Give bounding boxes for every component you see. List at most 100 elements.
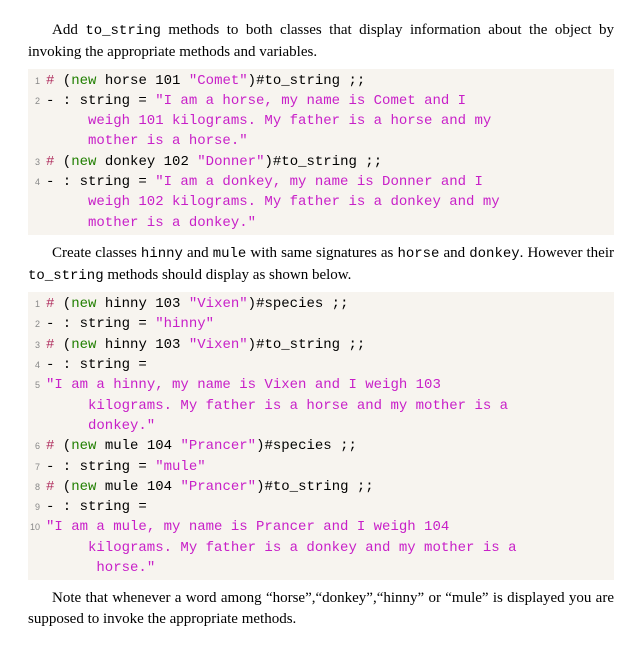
p1-text-a: Add <box>52 22 85 38</box>
code-line: 9 - : string = <box>28 497 614 517</box>
code-text: - : string = <box>46 93 155 109</box>
code-kw: new <box>71 337 96 353</box>
code-line: 2 - : string = "I am a horse, my name is… <box>28 91 614 111</box>
code-str: "I am a hinny, my name is Vixen and I we… <box>46 377 441 393</box>
code-text: )#to_string ;; <box>264 154 382 170</box>
code-line: 1 # (new hinny 103 "Vixen")#species ;; <box>28 294 614 314</box>
p2-a: Create classes <box>52 245 141 261</box>
code-content: - : string = "I am a donkey, my name is … <box>44 172 614 192</box>
code-block-1: 1 # (new horse 101 "Comet")#to_string ;;… <box>28 69 614 235</box>
code-str: kilograms. My father is a horse and my m… <box>88 398 508 414</box>
code-line: 8 # (new mule 104 "Prancer")#to_string ;… <box>28 477 614 497</box>
code-text: - : string = <box>46 499 147 515</box>
code-text: ( <box>54 296 71 312</box>
code-str: "I am a donkey, my name is Donner and I <box>155 174 483 190</box>
code-line: 5 "I am a hinny, my name is Vixen and I … <box>28 375 614 395</box>
p3-text: Note that whenever a word among “horse”,… <box>28 590 614 627</box>
code-text: ( <box>54 438 71 454</box>
code-content: # (new mule 104 "Prancer")#species ;; <box>44 436 614 456</box>
code-content: - : string = <box>44 497 614 517</box>
code-content: - : string = "hinny" <box>44 314 614 334</box>
line-number <box>28 416 44 420</box>
code-line-wrap: horse." <box>28 558 614 578</box>
line-number: 1 <box>28 71 44 88</box>
line-number: 4 <box>28 355 44 372</box>
code-content: - : string = "mule" <box>44 457 614 477</box>
line-number: 5 <box>28 375 44 392</box>
code-line-wrap: kilograms. My father is a donkey and my … <box>28 538 614 558</box>
code-text: )#species ;; <box>256 438 357 454</box>
code-line: 6 # (new mule 104 "Prancer")#species ;; <box>28 436 614 456</box>
code-content: weigh 101 kilograms. My father is a hors… <box>44 111 614 131</box>
code-content: mother is a horse." <box>44 131 614 151</box>
code-content: # (new mule 104 "Prancer")#to_string ;; <box>44 477 614 497</box>
line-number: 2 <box>28 91 44 108</box>
code-str: donkey." <box>88 418 155 434</box>
line-number <box>28 213 44 217</box>
code-text: ( <box>54 154 71 170</box>
code-line-wrap: mother is a donkey." <box>28 213 614 233</box>
code-content: - : string = <box>44 355 614 375</box>
code-text: )#to_string ;; <box>256 479 374 495</box>
code-line: 1 # (new horse 101 "Comet")#to_string ;; <box>28 71 614 91</box>
code-text: - : string = <box>46 316 155 332</box>
code-line: 3 # (new donkey 102 "Donner")#to_string … <box>28 152 614 172</box>
code-str: "I am a horse, my name is Comet and I <box>155 93 466 109</box>
code-kw: new <box>71 296 96 312</box>
code-line: 4 - : string = "I am a donkey, my name i… <box>28 172 614 192</box>
code-str: "I am a mule, my name is Prancer and I w… <box>46 519 449 535</box>
code-kw: new <box>71 438 96 454</box>
p2-tt3: horse <box>397 246 439 262</box>
code-line: 3 # (new hinny 103 "Vixen")#to_string ;; <box>28 335 614 355</box>
code-str: kilograms. My father is a donkey and my … <box>88 540 516 556</box>
line-number <box>28 111 44 115</box>
code-text: - : string = <box>46 357 147 373</box>
line-number <box>28 131 44 135</box>
code-line-wrap: kilograms. My father is a horse and my m… <box>28 396 614 416</box>
line-number <box>28 192 44 196</box>
p2-e: . However their <box>520 245 614 261</box>
code-content: - : string = "I am a horse, my name is C… <box>44 91 614 111</box>
code-line: 10 "I am a mule, my name is Prancer and … <box>28 517 614 537</box>
code-content: # (new hinny 103 "Vixen")#species ;; <box>44 294 614 314</box>
code-text: mule 104 <box>96 438 180 454</box>
code-content: # (new donkey 102 "Donner")#to_string ;; <box>44 152 614 172</box>
paragraph-2: Create classes hinny and mule with same … <box>28 243 614 286</box>
code-str: "Donner" <box>197 154 264 170</box>
code-line: 4 - : string = <box>28 355 614 375</box>
line-number: 1 <box>28 294 44 311</box>
code-content: kilograms. My father is a donkey and my … <box>44 538 614 558</box>
code-str: "Vixen" <box>189 337 248 353</box>
line-number: 6 <box>28 436 44 453</box>
line-number: 2 <box>28 314 44 331</box>
code-kw: new <box>71 154 96 170</box>
line-number: 3 <box>28 335 44 352</box>
line-number: 4 <box>28 172 44 189</box>
code-str: "Vixen" <box>189 296 248 312</box>
p2-f: methods should display as shown below. <box>104 267 352 283</box>
line-number: 7 <box>28 457 44 474</box>
code-content: "I am a hinny, my name is Vixen and I we… <box>44 375 614 395</box>
code-content: weigh 102 kilograms. My father is a donk… <box>44 192 614 212</box>
code-str: "mule" <box>155 459 205 475</box>
code-text: hinny 103 <box>96 296 188 312</box>
code-text: hinny 103 <box>96 337 188 353</box>
line-number: 9 <box>28 497 44 514</box>
code-kw: new <box>71 73 96 89</box>
p2-tt1: hinny <box>141 246 183 262</box>
p2-tt5: to_string <box>28 268 104 284</box>
code-line-wrap: mother is a horse." <box>28 131 614 151</box>
code-line: 7 - : string = "mule" <box>28 457 614 477</box>
code-text: - : string = <box>46 174 155 190</box>
paragraph-1: Add to_string methods to both classes th… <box>28 20 614 63</box>
code-content: mother is a donkey." <box>44 213 614 233</box>
code-content: # (new hinny 103 "Vixen")#to_string ;; <box>44 335 614 355</box>
code-text: horse 101 <box>96 73 188 89</box>
code-text: donkey 102 <box>96 154 197 170</box>
code-text: )#to_string ;; <box>248 337 366 353</box>
p2-b: and <box>183 245 213 261</box>
p1-code-1: to_string <box>85 23 161 39</box>
code-line-wrap: weigh 101 kilograms. My father is a hors… <box>28 111 614 131</box>
code-str: mother is a horse." <box>88 133 248 149</box>
paragraph-3: Note that whenever a word among “horse”,… <box>28 588 614 630</box>
